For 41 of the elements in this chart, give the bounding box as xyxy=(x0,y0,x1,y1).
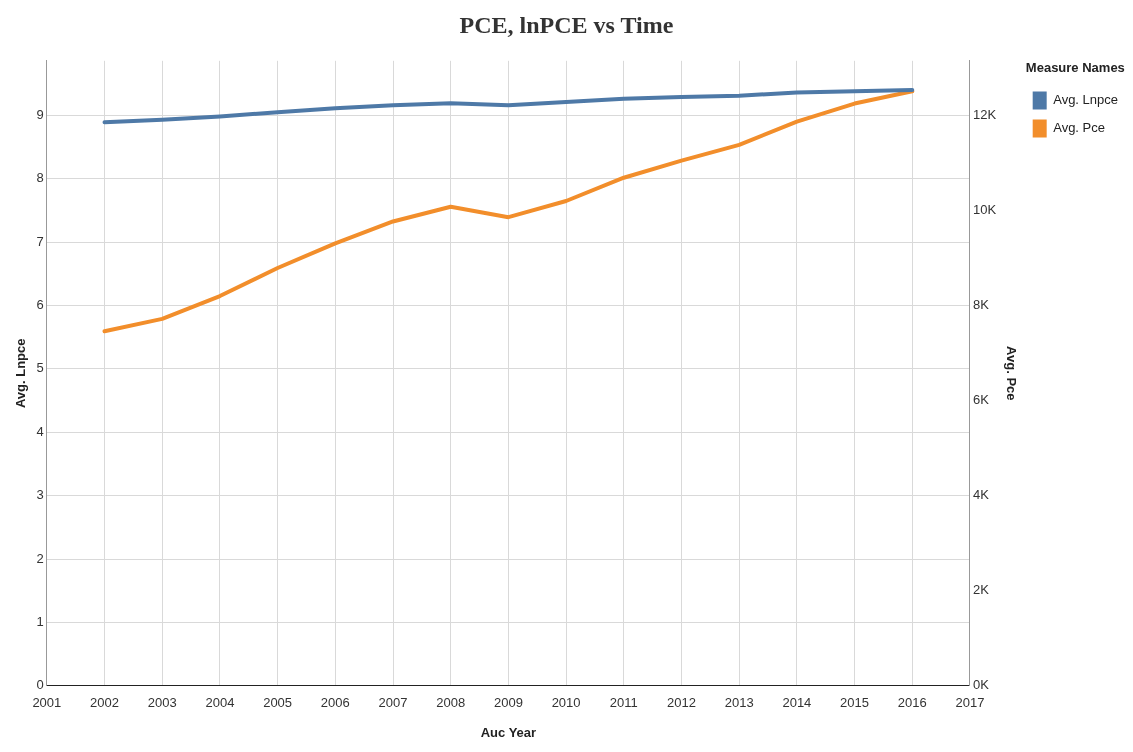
y2-axis-title: Avg. Pce xyxy=(1004,346,1020,401)
legend-label: Avg. Lnpce xyxy=(1053,92,1118,108)
x-tick-label: 2007 xyxy=(378,695,408,711)
y2-tick-label: 6K xyxy=(972,392,990,408)
y-tick-label: 9 xyxy=(36,106,44,122)
y-tick-label: 3 xyxy=(36,487,44,503)
y2-tick-label: 12K xyxy=(972,107,997,123)
x-tick-label: 2001 xyxy=(32,695,62,711)
y-tick-label: 0 xyxy=(36,677,44,693)
y-tick-label: 2 xyxy=(36,550,44,566)
x-axis-title: Auc Year xyxy=(480,724,537,740)
y-axis-title: Avg. Lnpce xyxy=(13,338,29,409)
x-tick-label: 2016 xyxy=(897,695,927,711)
y-tick-label: 8 xyxy=(36,170,44,186)
x-tick-label: 2017 xyxy=(955,695,985,711)
y-tick-label: 1 xyxy=(36,613,44,629)
y-tick-label: 5 xyxy=(36,360,44,376)
x-tick-label: 2010 xyxy=(551,695,581,711)
y2-tick-label: 8K xyxy=(972,297,990,313)
x-tick-label: 2012 xyxy=(667,695,696,711)
x-tick-label: 2003 xyxy=(147,695,177,711)
legend-title: Measure Names xyxy=(1025,60,1125,76)
y-tick-label: 4 xyxy=(36,423,44,439)
y2-tick-label: 2K xyxy=(972,582,990,598)
x-tick-label: 2004 xyxy=(205,695,235,711)
x-tick-label: 2008 xyxy=(436,695,466,711)
y-tick-label: 7 xyxy=(36,233,44,249)
x-tick-label: 2002 xyxy=(90,695,119,711)
y2-tick-label: 0K xyxy=(972,677,990,693)
y-tick-label: 6 xyxy=(36,297,44,313)
legend-label: Avg. Pce xyxy=(1053,120,1105,136)
chart-title: PCE, lnPCE vs Time xyxy=(458,12,675,39)
y2-tick-label: 10K xyxy=(972,202,997,218)
x-tick-label: 2014 xyxy=(782,695,812,711)
x-tick-label: 2011 xyxy=(609,695,638,711)
x-tick-label: 2009 xyxy=(493,695,523,711)
x-tick-label: 2015 xyxy=(840,695,870,711)
x-tick-label: 2013 xyxy=(724,695,754,711)
x-tick-label: 2006 xyxy=(320,695,350,711)
x-tick-label: 2005 xyxy=(263,695,293,711)
y2-tick-label: 4K xyxy=(972,487,990,503)
